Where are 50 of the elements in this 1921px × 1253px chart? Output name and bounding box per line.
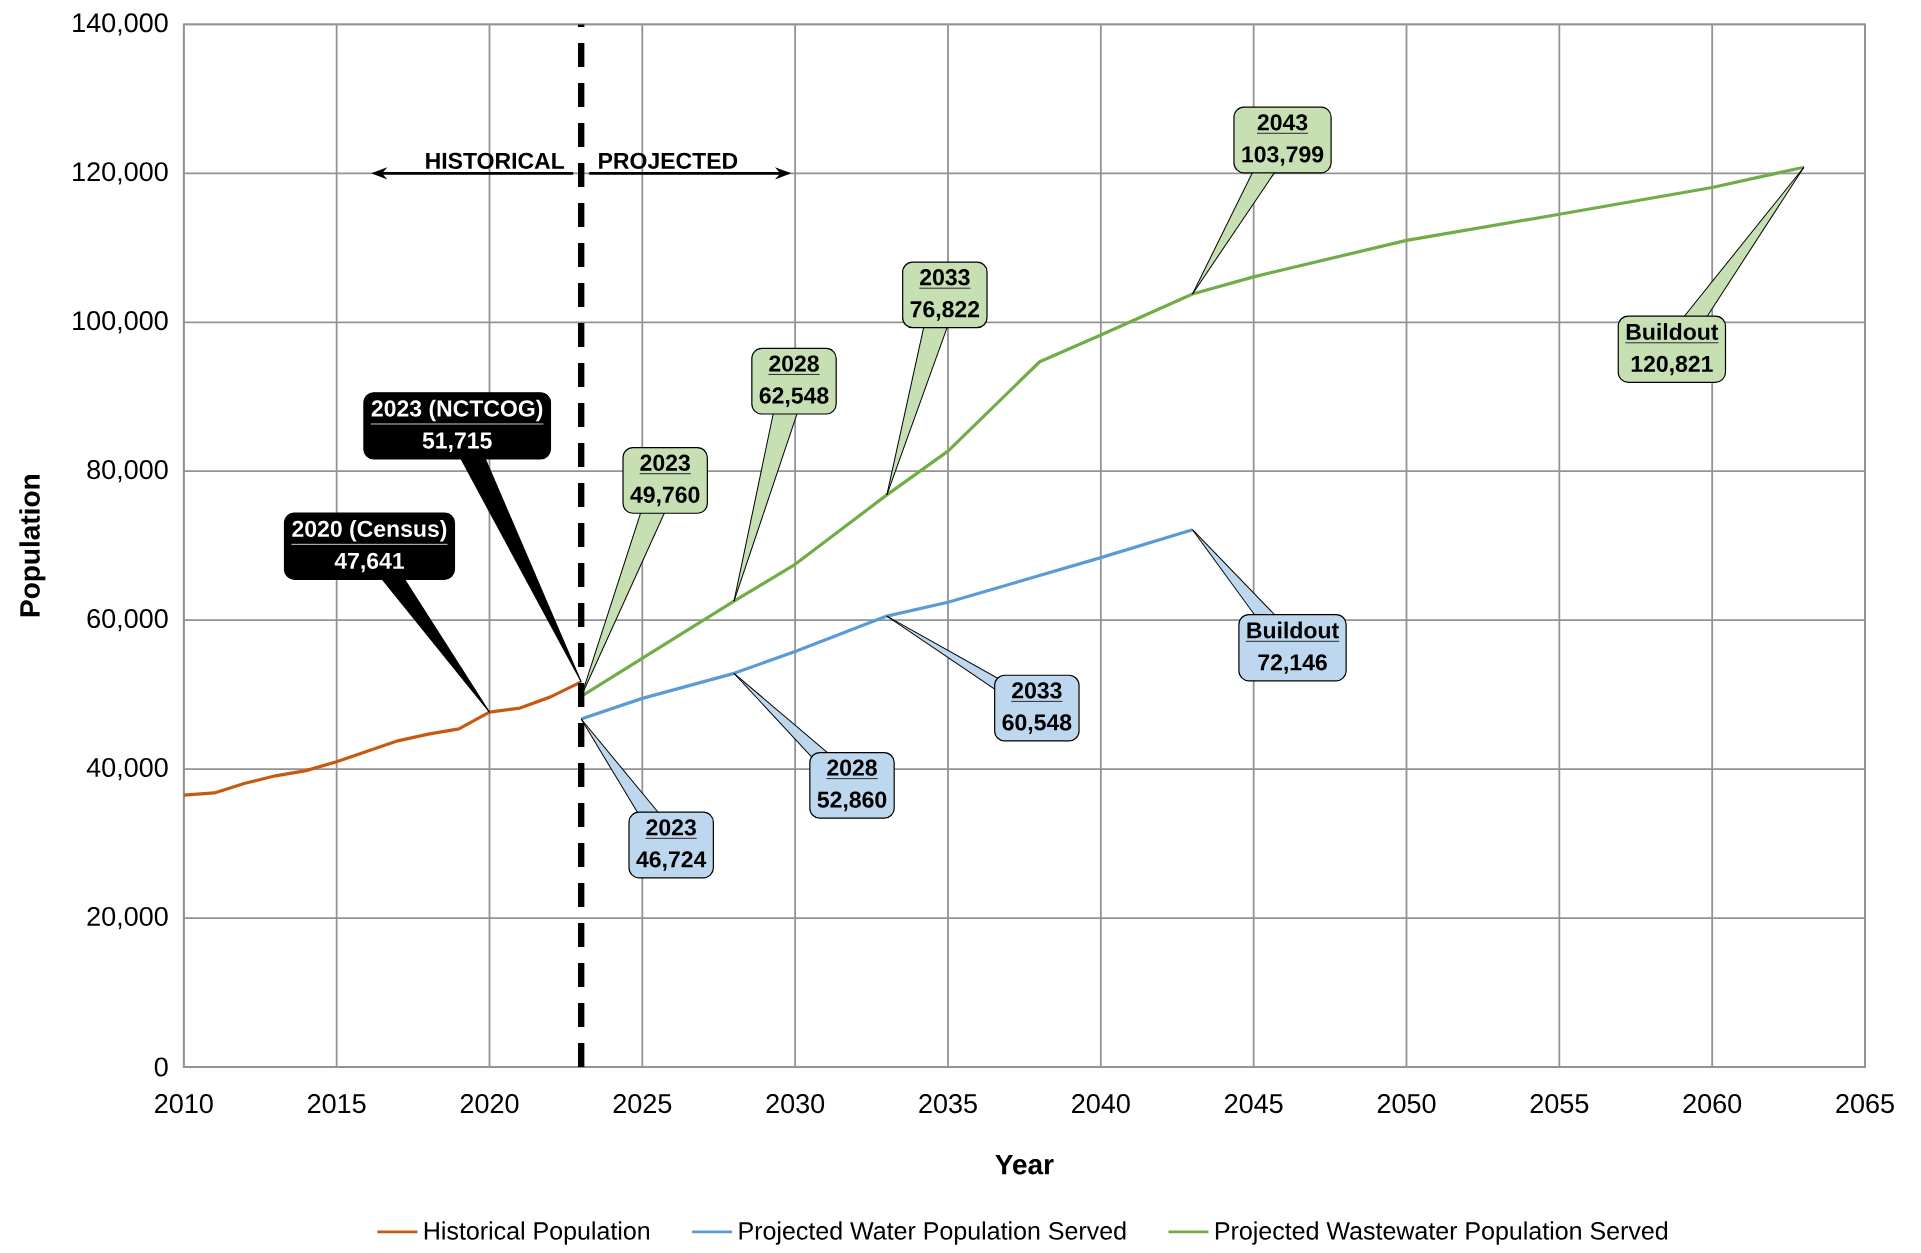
y-tick-label: 60,000: [87, 609, 168, 632]
y-tick-label: 40,000: [86, 757, 168, 781]
x-tick-label: 2045: [1224, 1094, 1283, 1114]
y-tick-label: 140,000: [73, 13, 168, 36]
x-tick-label: 2010: [155, 1094, 213, 1114]
data-label: 120,821: [1631, 355, 1713, 376]
annotation: HISTORICAL: [426, 152, 565, 169]
data-label: 72,146: [1258, 654, 1327, 674]
x-tick-label: 2040: [1072, 1094, 1130, 1114]
x-tick-label: 2035: [919, 1094, 977, 1114]
annotation: Buildout: [1626, 323, 1719, 340]
annotation: 2020 (Census): [292, 520, 447, 542]
x-tick-label: 2025: [613, 1094, 672, 1114]
data-label: 52,860: [817, 791, 887, 812]
line-series: [182, 680, 583, 797]
legend-label: Historical Population: [424, 1221, 650, 1245]
annotation: Buildout: [1247, 621, 1339, 639]
annotation: 2023: [646, 819, 696, 836]
data-label: 103,799: [1242, 146, 1324, 166]
x-tick-label: 2015: [307, 1094, 366, 1114]
annotation: 2033: [920, 269, 970, 286]
x-tick-label: 2060: [1683, 1094, 1742, 1114]
data-label: 49,760: [630, 486, 700, 507]
y-tick-label: 100,000: [73, 311, 168, 334]
x-axis-title: Year: [995, 1154, 1054, 1175]
data-label: 62,548: [759, 387, 829, 407]
annotation: 2043: [1257, 114, 1308, 131]
annotation: 2028: [827, 759, 877, 776]
y-axis-title: Population: [19, 475, 46, 617]
annotation: PROJECTED: [599, 152, 738, 169]
x-tick-label: 2030: [766, 1094, 825, 1114]
data-label: 46,724: [636, 851, 707, 871]
annotation: 2033: [1012, 682, 1062, 699]
x-tick-label: 2055: [1530, 1094, 1589, 1114]
x-tick-label: 2020: [460, 1094, 519, 1114]
annotation: 2023: [640, 454, 690, 471]
data-label: 51,715: [422, 432, 492, 452]
y-tick-label: 20,000: [87, 906, 168, 930]
data-label: 60,548: [1002, 714, 1072, 734]
x-tick-label: 2065: [1836, 1094, 1894, 1114]
y-tick-label: 80,000: [87, 460, 168, 483]
legend-label: Projected Water Population Served: [739, 1221, 1126, 1245]
y-tick-label: 0: [154, 1057, 168, 1077]
x-tick-label: 2050: [1377, 1094, 1436, 1114]
annotation: 2028: [769, 355, 819, 372]
data-label: 76,822: [910, 301, 980, 321]
data-label: 47,641: [334, 552, 404, 573]
y-tick-label: 120,000: [73, 162, 168, 185]
annotation: 2023 (NCTCOG): [371, 399, 543, 422]
legend-label: Projected Wastewater Population Served: [1215, 1221, 1668, 1245]
